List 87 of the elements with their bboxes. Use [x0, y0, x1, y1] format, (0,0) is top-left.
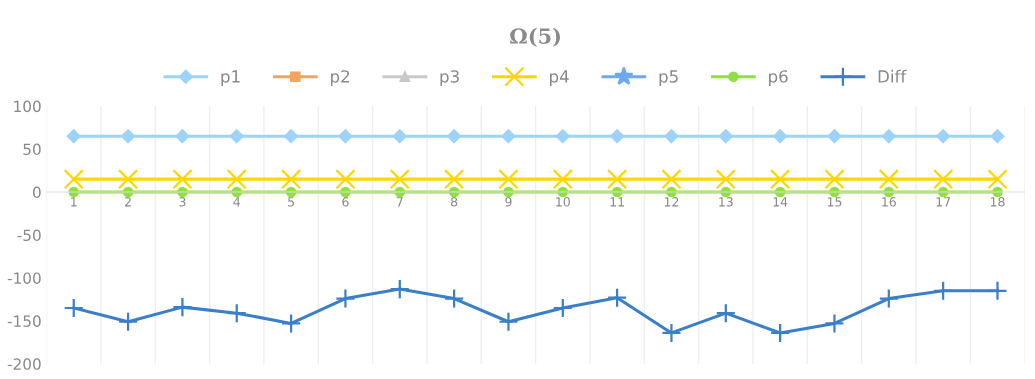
point	[117, 169, 139, 190]
point	[715, 303, 736, 324]
point	[175, 129, 190, 144]
point	[284, 129, 299, 144]
x-tick-label: 7	[396, 197, 403, 207]
point	[881, 129, 896, 144]
point	[661, 322, 682, 344]
x-tick-label: 14	[773, 197, 788, 207]
point	[501, 129, 516, 144]
point	[606, 169, 628, 190]
x-tick-label: 13	[719, 197, 733, 207]
point	[443, 288, 465, 309]
point	[226, 303, 247, 324]
point	[172, 169, 193, 190]
chart-title: Ω(5)	[510, 27, 561, 47]
point	[933, 169, 954, 190]
point	[389, 278, 410, 300]
point	[987, 169, 1008, 190]
point	[66, 129, 81, 144]
point	[552, 169, 573, 190]
legend-label: Diff	[878, 69, 907, 83]
x-tick-label: 1	[71, 197, 77, 207]
point	[498, 311, 519, 332]
legend-label: p1	[221, 70, 240, 86]
point	[335, 169, 356, 190]
x-tick-label: 9	[505, 197, 512, 207]
x-tick-label: 6	[342, 197, 349, 207]
point	[990, 129, 1005, 144]
legend-label: p6	[769, 70, 788, 86]
y-tick-label: -150	[7, 315, 41, 327]
point	[661, 169, 682, 190]
point	[664, 129, 679, 144]
point	[878, 169, 899, 190]
x-tick-label: 10	[556, 197, 570, 207]
x-tick-label: 15	[827, 197, 842, 207]
y-tick-label: 0	[33, 186, 41, 199]
x-tick-label: 17	[936, 197, 951, 207]
point	[878, 288, 899, 309]
y-tick-label: -200	[7, 358, 41, 370]
point	[555, 129, 570, 144]
point	[610, 129, 625, 144]
point	[824, 313, 845, 334]
legend-label: p2	[330, 70, 349, 86]
y-tick-label: -50	[17, 229, 41, 241]
x-tick-label: 5	[288, 197, 294, 207]
x-tick-label: 3	[179, 197, 186, 207]
point	[338, 129, 353, 144]
x-tick-label: 12	[664, 197, 679, 207]
legend-label: p5	[659, 70, 678, 86]
point	[172, 297, 193, 318]
legend-label: p3	[440, 70, 459, 86]
point	[552, 297, 573, 319]
point	[606, 287, 628, 308]
point	[229, 129, 244, 144]
point	[280, 313, 302, 334]
point	[769, 169, 791, 190]
point	[447, 129, 462, 144]
x-tick-label: 4	[233, 197, 241, 207]
point	[824, 169, 845, 190]
point	[718, 129, 733, 144]
y-tick-label: 50	[23, 143, 41, 156]
y-tick-label: 100	[14, 100, 41, 113]
y-tick-label: -100	[7, 272, 41, 284]
point	[443, 169, 465, 190]
point	[280, 169, 302, 190]
point	[63, 297, 84, 319]
point	[226, 169, 247, 190]
point	[936, 129, 951, 144]
x-tick-label: 18	[990, 197, 1005, 207]
point	[769, 322, 791, 344]
point	[117, 311, 139, 332]
point	[933, 280, 954, 301]
point	[335, 288, 356, 309]
point	[389, 169, 410, 190]
legend-label: p4	[550, 70, 569, 86]
x-tick-label: 11	[610, 197, 624, 207]
point	[63, 169, 84, 190]
point	[121, 129, 136, 144]
x-tick-label: 2	[125, 197, 131, 207]
x-tick-label: 16	[882, 197, 896, 207]
x-tick-label: 8	[450, 197, 458, 207]
point	[498, 169, 519, 190]
point	[827, 129, 842, 144]
point	[392, 129, 407, 144]
point	[987, 280, 1008, 301]
point	[715, 169, 736, 190]
point	[773, 129, 788, 144]
